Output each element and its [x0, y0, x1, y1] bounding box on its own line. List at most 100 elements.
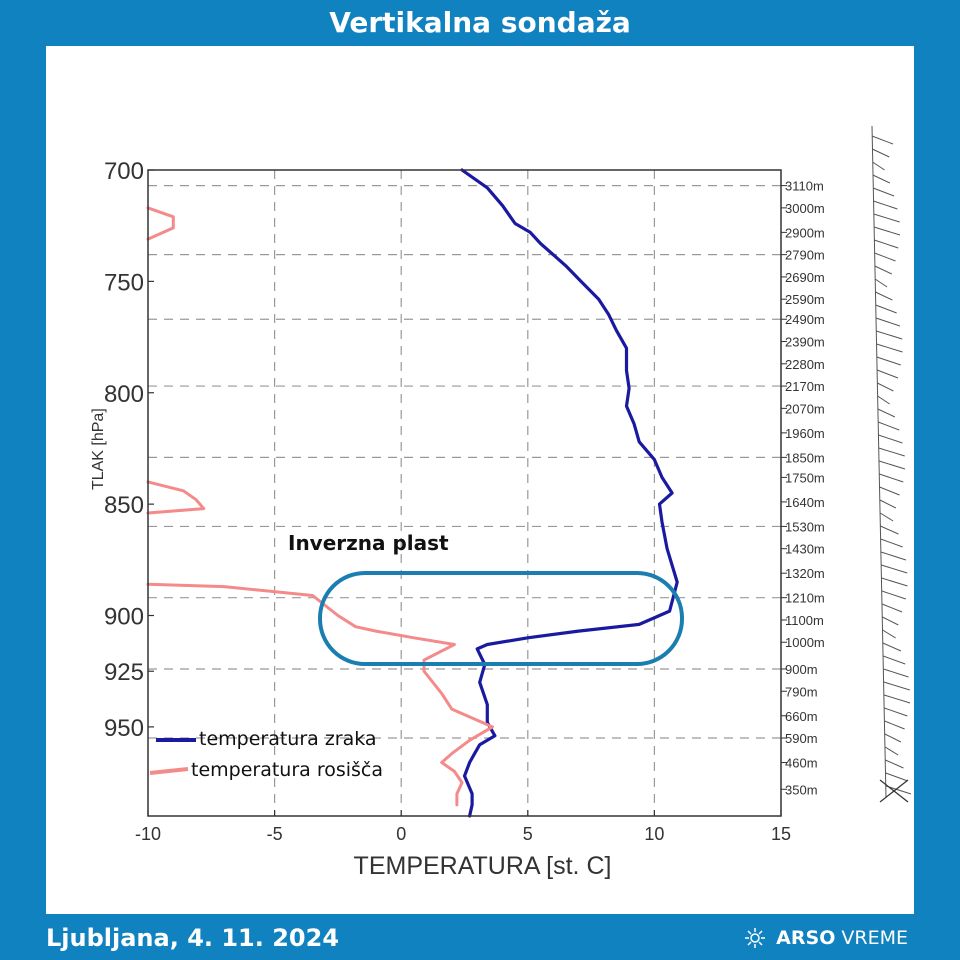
- wind-barb: [885, 772, 908, 782]
- wind-barb: [875, 291, 893, 301]
- height-label: 3110m: [785, 179, 824, 194]
- inversion-highlight: [318, 571, 684, 666]
- legend-label-temperature: temperatura zraka: [199, 728, 377, 750]
- legend-label-dewpoint: temperatura rosišča: [191, 759, 383, 781]
- wind-barb: [871, 135, 894, 145]
- wind-barb: [873, 200, 898, 210]
- legend: temperatura zraka temperatura rosišča: [149, 728, 383, 781]
- wind-barb: [882, 616, 899, 626]
- wind-barb: [883, 668, 909, 678]
- legend-line-dewpoint: [149, 767, 189, 775]
- wind-barb: [877, 408, 896, 418]
- height-label: 2490m: [785, 312, 825, 327]
- wind-barb: [874, 265, 893, 275]
- y-tick-label: 950: [104, 715, 144, 742]
- wind-barb: [882, 642, 902, 652]
- series-line-dewpoint: [146, 206, 494, 807]
- wind-barb: [884, 720, 905, 730]
- height-label: 2280m: [785, 357, 825, 372]
- wind-barb: [881, 603, 903, 613]
- x-axis-label: TEMPERATURA [st. C]: [354, 852, 612, 880]
- height-label: 2690m: [785, 270, 825, 285]
- wind-barb: [879, 486, 900, 496]
- wind-barb: [872, 148, 890, 158]
- wind-barb: [879, 499, 897, 509]
- brand-name: ARSO: [776, 927, 836, 949]
- wind-barb: [874, 239, 899, 249]
- wind-barb: [878, 460, 906, 470]
- y-tick-label: 850: [104, 492, 144, 519]
- wind-barb: [880, 525, 899, 535]
- wind-barb: [882, 629, 896, 639]
- wind-barb: [881, 577, 908, 587]
- sounding-chart: -10 -5 0 5 10 15 700 750 800 850 900 925 950 3110m 30…: [90, 125, 912, 880]
- series-line-temperature: [460, 168, 679, 818]
- wind-barb: [873, 226, 901, 236]
- wind-barbs: [871, 125, 912, 803]
- height-label: 3000m: [785, 201, 825, 216]
- wind-barb: [880, 551, 907, 561]
- x-tick-label: -5: [267, 824, 283, 844]
- page-title: Vertikalna sondaža: [329, 6, 631, 39]
- wind-barb: [881, 590, 906, 600]
- height-label: 900m: [785, 662, 818, 677]
- y-axis-label: TLAK [hPa]: [90, 408, 107, 490]
- y-tick-label: 925: [104, 659, 144, 686]
- height-label: 2170m: [785, 379, 825, 394]
- chart-panel: -10 -5 0 5 10 15 700 750 800 850 900 925 950 3110m 30…: [46, 46, 914, 914]
- sun-icon: [745, 928, 766, 948]
- wind-barb: [872, 161, 885, 171]
- height-label: 2070m: [785, 401, 825, 416]
- height-label: 1430m: [785, 542, 825, 557]
- y-tick-label: 900: [104, 604, 144, 631]
- height-label: 1100m: [785, 613, 824, 628]
- wind-barb: [876, 330, 903, 340]
- x-tick-label: 0: [396, 824, 406, 844]
- wind-barb: [881, 564, 908, 574]
- wind-barb: [875, 317, 901, 327]
- height-label: 2390m: [785, 335, 825, 350]
- wind-barb: [877, 382, 894, 392]
- wind-barb: [877, 395, 890, 405]
- wind-barb: [885, 759, 904, 769]
- wind-barb: [874, 278, 888, 288]
- x-tick-label: 10: [644, 824, 664, 844]
- wind-barb: [883, 681, 910, 691]
- wind-barb: [872, 187, 895, 197]
- height-label: 1210m: [785, 591, 825, 606]
- x-tick-label: 5: [523, 824, 533, 844]
- wind-barb: [884, 733, 902, 743]
- height-label: 460m: [785, 756, 818, 771]
- wind-barb: [877, 421, 900, 431]
- height-label: 1530m: [785, 519, 825, 534]
- height-label: 2790m: [785, 248, 825, 263]
- wind-barb: [879, 473, 904, 483]
- height-label: 1750m: [785, 470, 825, 485]
- wind-barb: [876, 369, 899, 379]
- wind-barb: [875, 304, 897, 314]
- wind-barb: [880, 538, 903, 548]
- wind-barb: [884, 707, 908, 717]
- wind-barb: [879, 512, 894, 522]
- height-label: 1320m: [785, 566, 825, 581]
- wind-barb: [883, 694, 911, 704]
- location-date: Ljubljana, 4. 11. 2024: [46, 924, 340, 952]
- wind-barb: [883, 655, 906, 665]
- height-label: 2900m: [785, 225, 825, 240]
- wind-barb: [873, 213, 900, 223]
- y-tick-label: 700: [104, 158, 144, 185]
- wind-staff: [871, 125, 887, 799]
- plot-frame: [147, 169, 782, 817]
- height-label: 2590m: [785, 292, 825, 307]
- wind-barb: [879, 779, 909, 803]
- height-label: 1640m: [785, 495, 825, 510]
- y-tick-label: 750: [104, 269, 144, 296]
- height-label: 350m: [785, 782, 818, 797]
- height-label: 790m: [785, 684, 818, 699]
- x-tick-label: 15: [771, 824, 791, 844]
- height-label: 590m: [785, 731, 818, 746]
- brand-logo: ARSO VREME: [744, 918, 908, 958]
- brand-suffix: VREME: [841, 927, 908, 949]
- y-tick-label: 800: [104, 381, 144, 408]
- height-label: 660m: [785, 709, 818, 724]
